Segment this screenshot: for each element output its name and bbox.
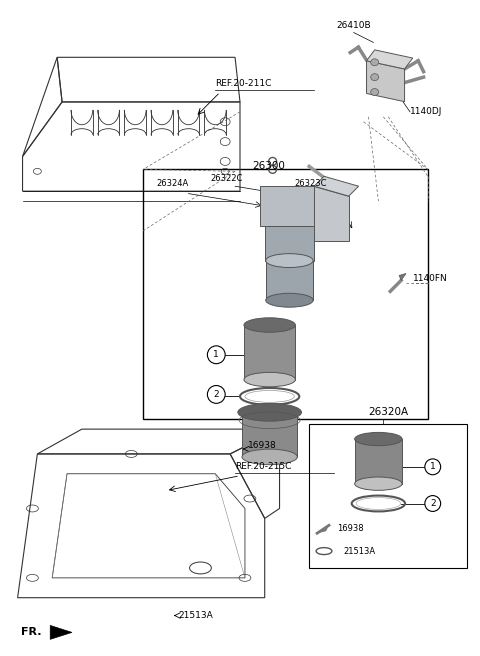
Text: 26324A: 26324A [156,179,188,188]
Polygon shape [355,439,402,483]
Text: 21513A: 21513A [179,611,214,620]
Ellipse shape [266,254,313,268]
Polygon shape [314,176,359,196]
Polygon shape [399,274,406,280]
Polygon shape [244,325,295,380]
Polygon shape [264,226,314,260]
Text: 26322C: 26322C [210,174,243,183]
Text: 2: 2 [430,499,435,508]
Ellipse shape [371,59,379,66]
Polygon shape [367,61,405,102]
Text: 26300: 26300 [252,161,285,171]
Text: 26410B: 26410B [336,20,371,30]
Ellipse shape [242,449,297,464]
Text: FR.: FR. [21,627,41,638]
Text: 1140DJ: 1140DJ [410,107,443,116]
Ellipse shape [355,432,402,445]
Polygon shape [50,625,72,640]
Polygon shape [314,186,349,241]
Text: 26323C: 26323C [294,179,327,188]
Polygon shape [367,50,413,69]
Text: REF.20-215C: REF.20-215C [235,462,291,471]
Ellipse shape [355,477,402,490]
Text: 1: 1 [430,462,436,471]
Text: REF.20-211C: REF.20-211C [216,79,272,88]
Circle shape [425,495,441,512]
Ellipse shape [244,318,295,332]
Bar [309,424,468,568]
Text: 2: 2 [214,390,219,399]
Text: 1: 1 [214,350,219,359]
Polygon shape [317,525,329,533]
Text: 26320A: 26320A [369,407,408,417]
Ellipse shape [238,403,301,421]
Polygon shape [242,412,297,457]
Text: 1140FN: 1140FN [413,274,448,283]
Circle shape [207,386,225,403]
Ellipse shape [371,89,379,96]
Ellipse shape [266,293,313,307]
Circle shape [425,459,441,475]
Text: 16938: 16938 [337,523,363,533]
Circle shape [207,346,225,363]
Ellipse shape [244,373,295,387]
Text: 21513A: 21513A [344,546,376,556]
Polygon shape [266,260,313,300]
Polygon shape [260,186,339,226]
Text: 16938: 16938 [248,441,276,451]
Bar [143,169,428,419]
Ellipse shape [371,73,379,81]
